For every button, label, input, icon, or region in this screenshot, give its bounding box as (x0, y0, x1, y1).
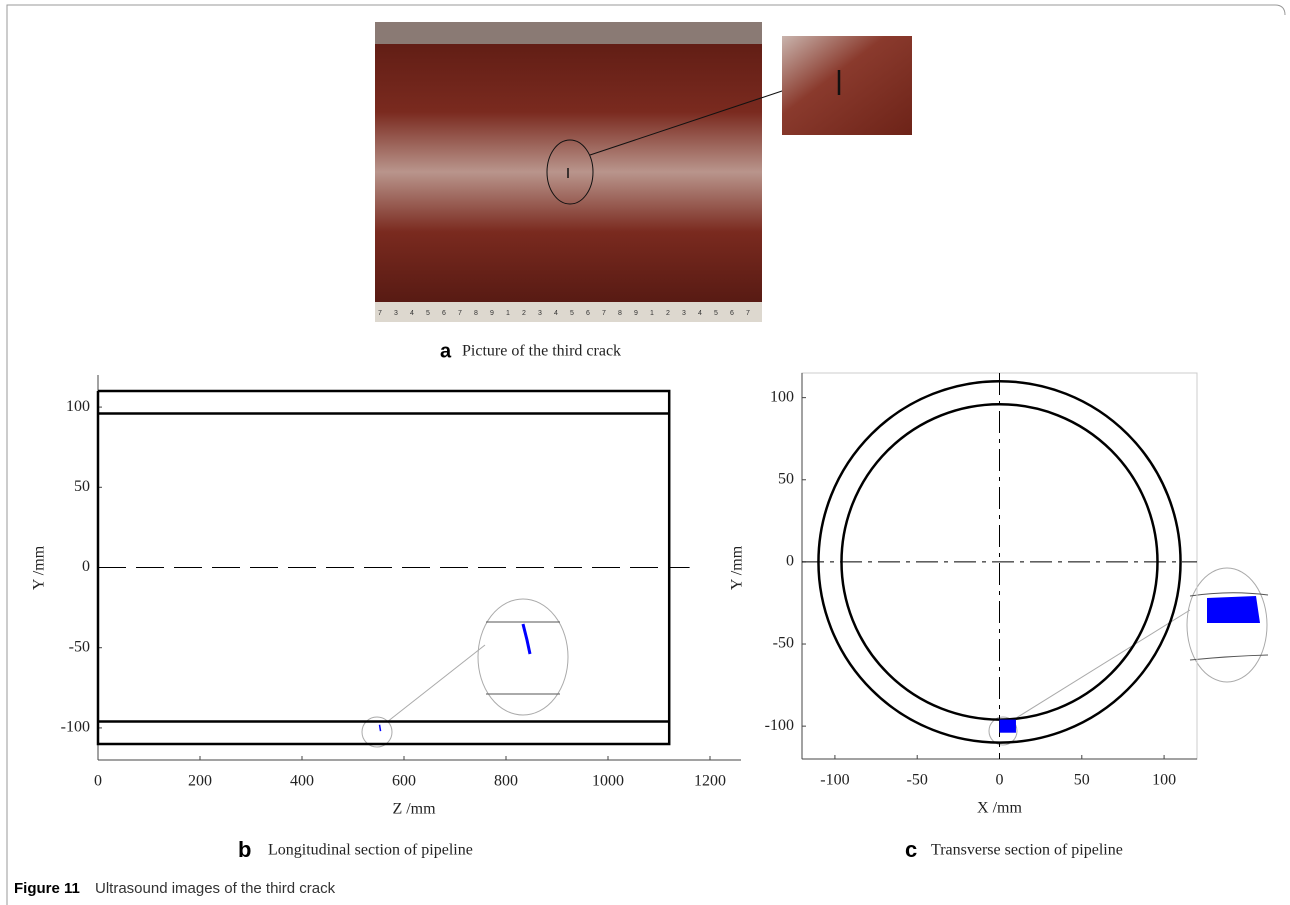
ruler-label: 3 (538, 310, 542, 317)
ruler-label: 4 (410, 310, 414, 317)
photo: 7 3 4 5 6 7 8 9 1 2 3 4 5 6 7 8 9 1 2 3 4 5 6 7 (375, 22, 912, 322)
x-tick-label: 400 (290, 773, 314, 790)
ruler-label: 5 (714, 310, 718, 317)
y-tick-label: 50 (778, 470, 794, 487)
figure-label: Figure 11 (14, 880, 80, 897)
y-tick-label: -50 (773, 635, 794, 652)
defect (999, 719, 1016, 733)
x-tick-label: -50 (907, 772, 928, 789)
ruler-label: 6 (730, 310, 734, 317)
inset-c (988, 567, 1269, 746)
x-tick-label: 600 (392, 773, 416, 790)
ruler-label: 7 (458, 310, 462, 317)
ruler-label: 7 (378, 310, 382, 317)
panel-caption: Picture of the third crack (462, 343, 621, 360)
ruler-label: 9 (634, 310, 638, 317)
series-line (378, 724, 382, 732)
y-tick-label: -50 (69, 638, 90, 655)
ruler-label: 4 (698, 310, 702, 317)
ruler-label: 4 (554, 310, 558, 317)
x-tick-label: 0 (996, 772, 1004, 789)
figure-caption: Ultrasound images of the third crack (95, 880, 336, 897)
x-tick-label: -100 (820, 772, 849, 789)
ruler-label: 5 (426, 310, 430, 317)
ruler-label: 7 (602, 310, 606, 317)
y-tick-label: 0 (786, 553, 794, 570)
ruler-label: 6 (442, 310, 446, 317)
x-axis-label: Z /mm (392, 801, 436, 818)
ruler-label: 3 (394, 310, 398, 317)
y-tick-label: 100 (770, 388, 794, 405)
ruler-label: 2 (666, 310, 670, 317)
panel-letter: a (440, 340, 452, 362)
x-tick-label: 800 (494, 773, 518, 790)
ruler-label: 7 (746, 310, 750, 317)
panel-caption: Longitudinal section of pipeline (268, 842, 473, 859)
y-tick-label: 100 (66, 398, 90, 415)
y-axis-label: Y /mm (31, 545, 48, 590)
y-tick-label: -100 (61, 719, 90, 736)
panel-letter: c (905, 837, 917, 862)
frame (6, 4, 1286, 905)
ruler-label: 8 (474, 310, 478, 317)
ruler-label: 2 (522, 310, 526, 317)
panel-caption: Transverse section of pipeline (931, 842, 1123, 859)
ruler-label: 8 (618, 310, 622, 317)
ruler-label: 6 (586, 310, 590, 317)
inset-b (361, 598, 569, 748)
x-tick-label: 100 (1152, 772, 1176, 789)
y-tick-label: 50 (74, 478, 90, 495)
ruler-label: 1 (506, 310, 510, 317)
pipe-wall (817, 379, 1182, 744)
ruler-label: 3 (682, 310, 686, 317)
ruler-label: 5 (570, 310, 574, 317)
x-tick-label: 50 (1074, 772, 1090, 789)
x-tick-label: 1200 (694, 773, 726, 790)
ruler-label: 9 (490, 310, 494, 317)
y-tick-label: 0 (82, 558, 90, 575)
x-tick-label: 1000 (592, 773, 624, 790)
ruler-label: 1 (650, 310, 654, 317)
x-tick-label: 0 (94, 773, 102, 790)
x-tick-label: 200 (188, 773, 212, 790)
y-tick-label: -100 (765, 717, 794, 734)
y-axis-label: Y /mm (729, 545, 746, 590)
x-axis-label: X /mm (977, 800, 1022, 817)
series-line (96, 389, 671, 746)
panel-letter: b (238, 837, 251, 862)
